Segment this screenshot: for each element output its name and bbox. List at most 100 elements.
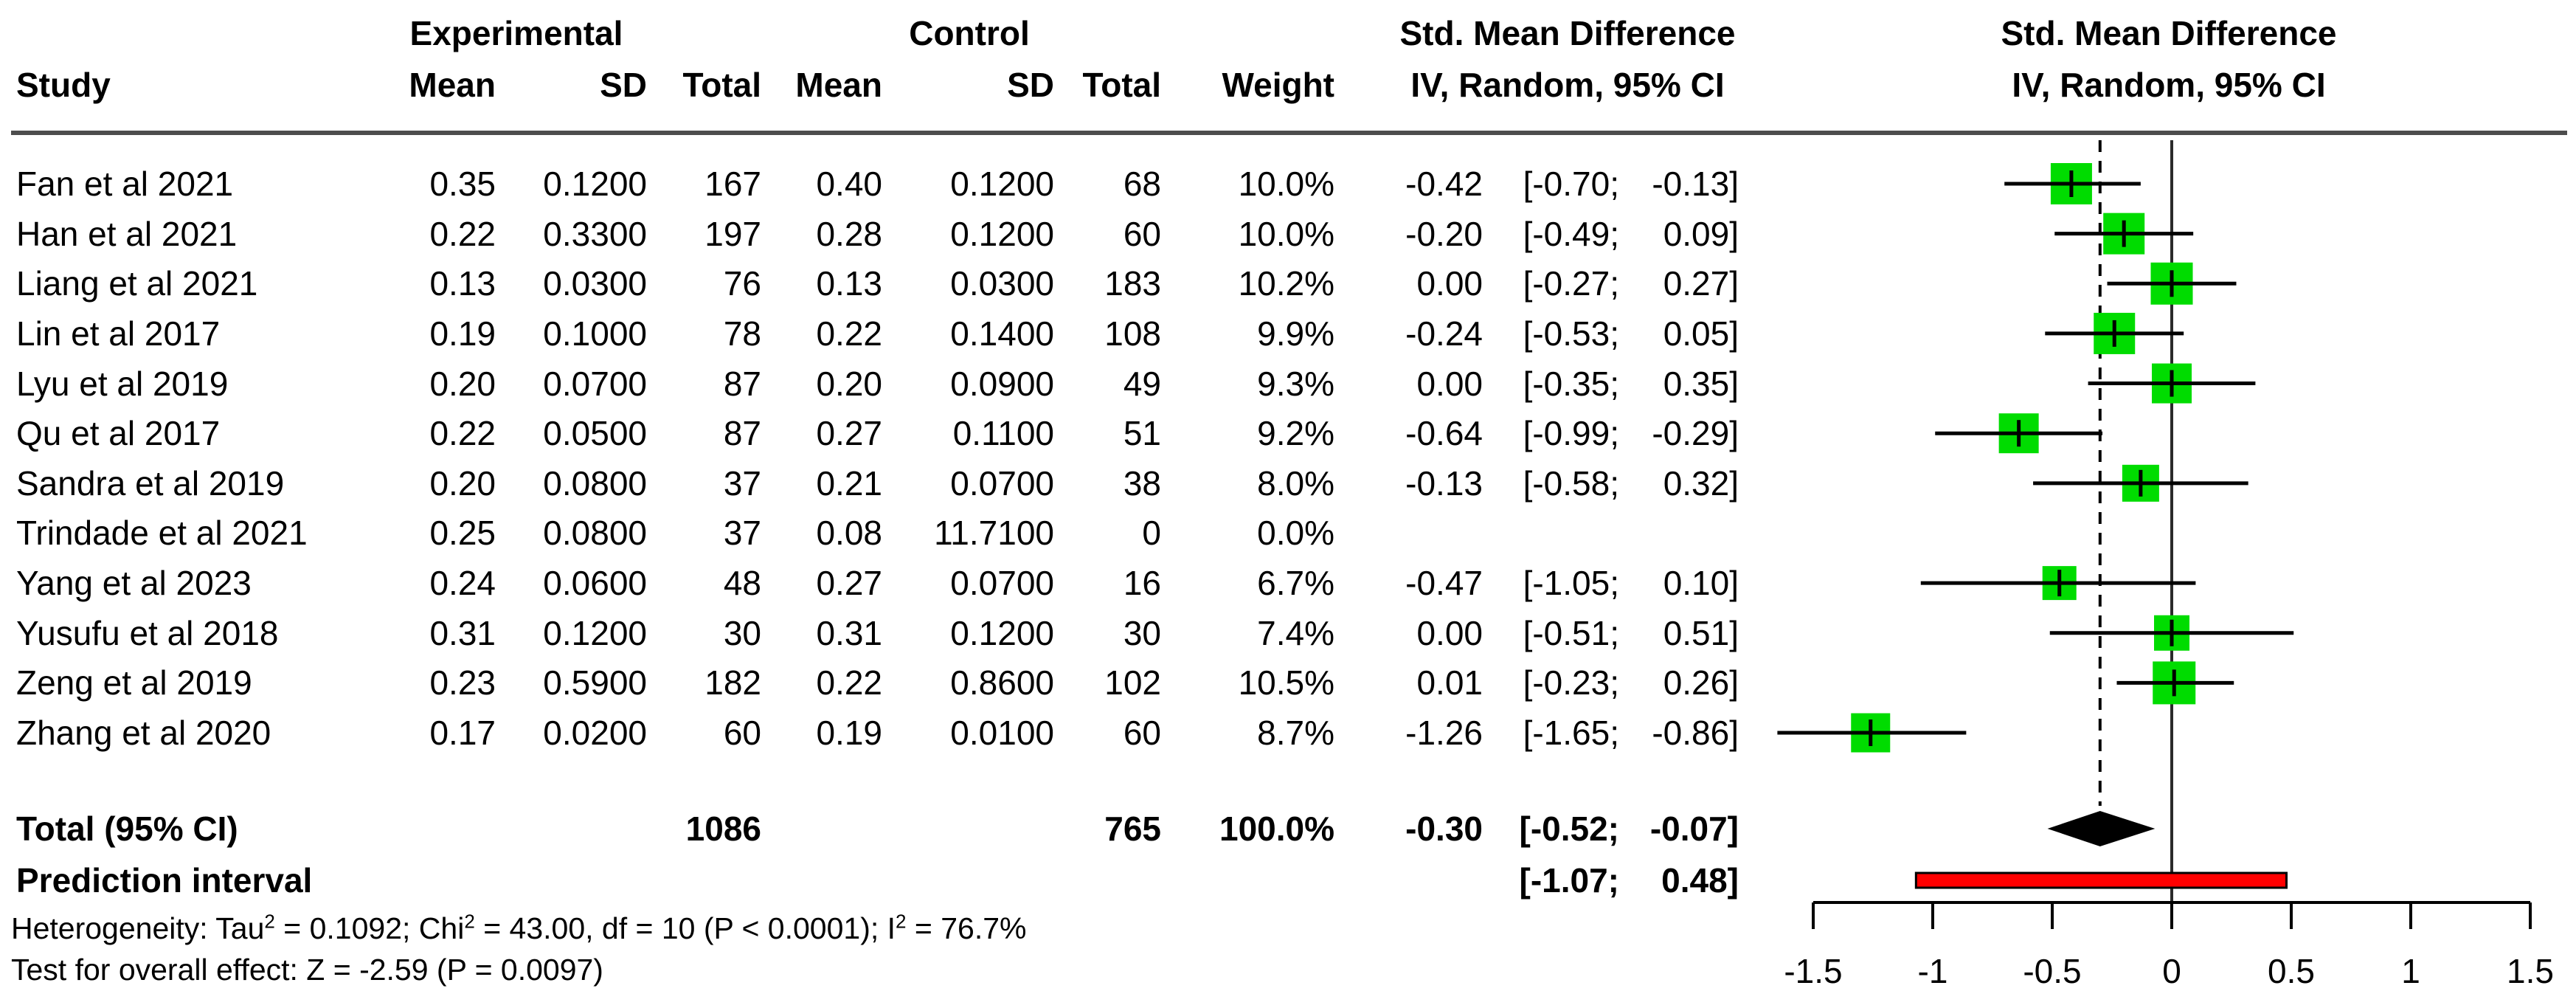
ctrl-total: 60	[1123, 714, 1161, 752]
exp-sd: 0.5900	[543, 663, 647, 702]
ctrl-sd: 0.1400	[950, 314, 1054, 353]
weight: 8.0%	[1257, 464, 1334, 503]
header-exp-mean: Mean	[409, 66, 496, 104]
exp-total: 37	[723, 464, 761, 503]
smd-estimate: -0.20	[1405, 215, 1483, 253]
ctrl-mean: 0.20	[816, 365, 882, 403]
total-exp-total: 1086	[685, 809, 761, 848]
study-name: Sandra et al 2019	[16, 464, 285, 503]
ctrl-mean: 0.21	[816, 464, 882, 503]
exp-sd: 0.0600	[543, 564, 647, 602]
axis-tick-label: 0	[2162, 952, 2181, 990]
exp-sd: 0.0500	[543, 414, 647, 452]
study-name: Qu et al 2017	[16, 414, 221, 452]
pooled-diamond	[2047, 811, 2156, 846]
smd-ci-high: -0.29]	[1652, 414, 1739, 452]
smd-ci-low: [-0.49;	[1523, 215, 1619, 253]
exp-total: 182	[704, 663, 761, 702]
header-iv-left: IV, Random, 95% CI	[1410, 66, 1725, 104]
axis-tick-label: -1	[1918, 952, 1948, 990]
smd-ci-high: 0.27]	[1663, 264, 1739, 303]
ctrl-sd: 0.1200	[950, 165, 1054, 203]
exp-sd: 0.0800	[543, 464, 647, 503]
smd-estimate: 0.01	[1416, 663, 1483, 702]
smd-ci-low: [-1.65;	[1523, 714, 1619, 752]
heterogeneity-text: = 43.00, df = 10 (P < 0.0001); I	[474, 911, 896, 945]
superscript: 2	[896, 910, 907, 933]
ctrl-sd: 0.1100	[952, 414, 1054, 452]
ctrl-total: 38	[1123, 464, 1161, 503]
exp-total: 87	[723, 365, 761, 403]
ctrl-mean: 0.13	[816, 264, 882, 303]
header-ctrl-mean: Mean	[795, 66, 882, 104]
study-name: Trindade et al 2021	[16, 514, 308, 552]
exp-mean: 0.22	[429, 414, 496, 452]
smd-ci-high: 0.26]	[1663, 663, 1739, 702]
study-name: Han et al 2021	[16, 215, 238, 253]
smd-ci-low: [-0.51;	[1523, 614, 1619, 652]
smd-estimate: -0.64	[1405, 414, 1483, 452]
exp-mean: 0.13	[429, 264, 496, 303]
smd-ci-low: [-0.27;	[1523, 264, 1619, 303]
ctrl-sd: 0.0300	[950, 264, 1054, 303]
weight: 9.3%	[1257, 365, 1334, 403]
ctrl-mean: 0.19	[816, 714, 882, 752]
ctrl-mean: 0.28	[816, 215, 882, 253]
exp-mean: 0.20	[429, 365, 496, 403]
header-ctrl-total: Total	[1082, 66, 1161, 104]
prediction-ci-low: [-1.07;	[1519, 861, 1619, 900]
exp-mean: 0.25	[429, 514, 496, 552]
heterogeneity-text: = 76.7%	[906, 911, 1027, 945]
ctrl-mean: 0.08	[816, 514, 882, 552]
exp-sd: 0.0200	[543, 714, 647, 752]
ctrl-total: 0	[1142, 514, 1161, 552]
smd-ci-high: -0.86]	[1652, 714, 1739, 752]
exp-total: 197	[704, 215, 761, 253]
ctrl-total: 183	[1104, 264, 1161, 303]
superscript: 2	[464, 910, 475, 933]
exp-mean: 0.22	[429, 215, 496, 253]
ctrl-total: 60	[1123, 215, 1161, 253]
study-name: Yusufu et al 2018	[16, 614, 279, 652]
ctrl-total: 102	[1104, 663, 1161, 702]
smd-ci-low: [-0.99;	[1523, 414, 1619, 452]
header-ctrl-sd: SD	[1007, 66, 1054, 104]
ctrl-mean: 0.22	[816, 314, 882, 353]
study-name: Zeng et al 2019	[16, 663, 252, 702]
axis-tick-label: -0.5	[2023, 952, 2081, 990]
smd-estimate: -0.24	[1405, 314, 1483, 353]
axis-tick-label: -1.5	[1784, 952, 1842, 990]
smd-ci-low: [-0.70;	[1523, 165, 1619, 203]
study-name: Lyu et al 2019	[16, 365, 229, 403]
ctrl-mean: 0.31	[816, 614, 882, 652]
smd-estimate: 0.00	[1416, 365, 1483, 403]
smd-estimate: -0.47	[1405, 564, 1483, 602]
ctrl-total: 16	[1123, 564, 1161, 602]
exp-total: 87	[723, 414, 761, 452]
study-name: Liang et al 2021	[16, 264, 258, 303]
smd-estimate: -1.26	[1405, 714, 1483, 752]
total-ctrl-total: 765	[1104, 809, 1161, 848]
smd-ci-low: [-0.53;	[1523, 314, 1619, 353]
ctrl-mean: 0.40	[816, 165, 882, 203]
exp-mean: 0.23	[429, 663, 496, 702]
weight: 10.5%	[1238, 663, 1334, 702]
study-name: Fan et al 2021	[16, 165, 234, 203]
ctrl-sd: 0.0900	[950, 365, 1054, 403]
weight: 6.7%	[1257, 564, 1334, 602]
header-experimental: Experimental	[409, 14, 623, 52]
weight: 9.2%	[1257, 414, 1334, 452]
exp-mean: 0.24	[429, 564, 496, 602]
exp-total: 78	[723, 314, 761, 353]
header-weight: Weight	[1222, 66, 1334, 104]
exp-sd: 0.0300	[543, 264, 647, 303]
weight: 9.9%	[1257, 314, 1334, 353]
prediction-label: Prediction interval	[16, 861, 313, 900]
smd-ci-high: 0.09]	[1663, 215, 1739, 253]
ctrl-total: 108	[1104, 314, 1161, 353]
ctrl-total: 68	[1123, 165, 1161, 203]
exp-sd: 0.0700	[543, 365, 647, 403]
exp-mean: 0.19	[429, 314, 496, 353]
smd-estimate: -0.42	[1405, 165, 1483, 203]
